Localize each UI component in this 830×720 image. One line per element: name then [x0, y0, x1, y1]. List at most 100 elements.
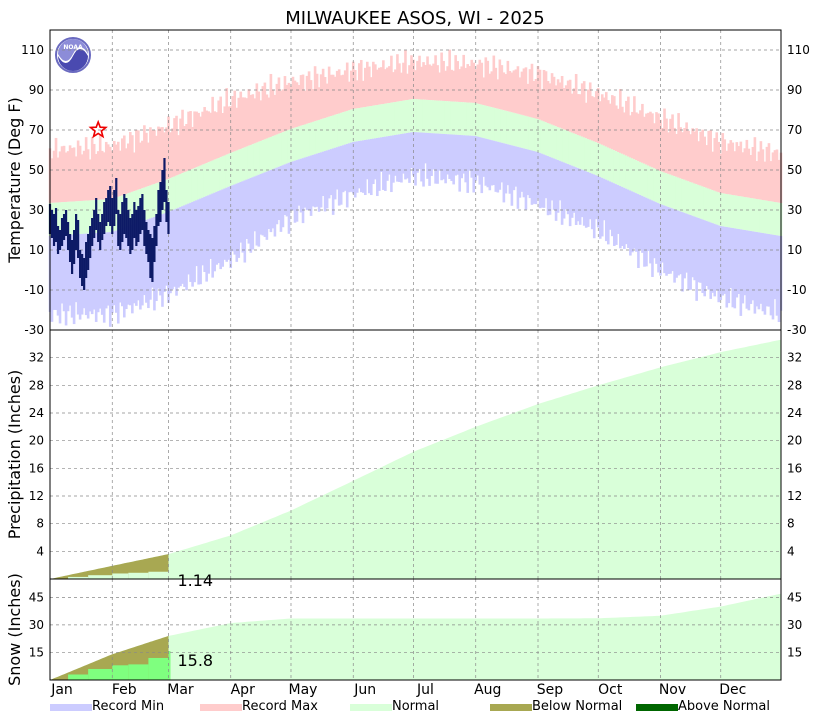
normal-bar — [235, 150, 239, 184]
normal-bar — [512, 112, 516, 146]
y-tick-label-right: 30 — [787, 618, 802, 632]
record-min-bar — [394, 135, 397, 176]
record-min-bar — [761, 233, 765, 312]
normal-bar — [653, 168, 656, 202]
normal-bar — [345, 110, 349, 144]
record-max-bar — [151, 130, 154, 185]
record-max-bar — [524, 67, 528, 116]
record-min-bar — [677, 210, 680, 276]
record-min-bar — [58, 235, 62, 324]
record-max-bar — [613, 96, 616, 151]
normal-bar — [195, 167, 198, 201]
record-min-bar — [181, 206, 184, 284]
record-max-bar — [530, 63, 534, 118]
record-max-bar — [725, 150, 729, 194]
record-min-bar — [388, 136, 391, 175]
record-min-bar — [221, 189, 225, 267]
record-max-bar — [683, 128, 686, 180]
record-max-bar — [655, 112, 658, 170]
record-min-bar — [550, 157, 554, 201]
normal-bar — [568, 131, 572, 165]
record-min-bar — [693, 216, 696, 281]
normal-bar — [560, 128, 564, 162]
record-max-bar — [711, 151, 715, 191]
normal-bar — [217, 158, 220, 192]
observed-temp-bar — [56, 226, 60, 254]
record-min-bar — [731, 228, 735, 308]
record-min-bar — [627, 189, 630, 249]
record-max-bar — [277, 77, 281, 134]
record-min-bar — [430, 133, 433, 176]
normal-bar — [305, 123, 309, 157]
record-min-bar — [749, 231, 753, 304]
normal-bar — [582, 137, 586, 171]
normal-bar — [613, 150, 616, 184]
record-min-bar — [402, 133, 405, 174]
record-max-bar — [257, 91, 261, 142]
record-max-bar — [279, 90, 283, 133]
record-max-bar — [229, 106, 233, 153]
normal-bar — [669, 174, 672, 208]
normal-bar — [185, 171, 188, 205]
record-min-bar — [520, 147, 524, 192]
normal-bar — [291, 128, 295, 162]
record-max-bar — [468, 66, 472, 103]
record-min-bar — [613, 183, 616, 246]
record-max-bar — [137, 130, 140, 190]
observed-temp-bar — [153, 226, 156, 262]
normal-bar — [400, 101, 403, 134]
record-max-bar — [691, 128, 694, 183]
record-max-bar — [574, 74, 578, 135]
record-min-bar — [470, 135, 474, 178]
record-min-bar — [229, 186, 233, 269]
record-max-bar — [703, 136, 706, 188]
record-max-bar — [631, 111, 634, 159]
record-min-bar — [777, 235, 781, 323]
record-max-bar — [355, 80, 359, 109]
normal-bar — [227, 153, 231, 187]
record-max-bar — [82, 150, 86, 201]
record-max-bar — [56, 157, 60, 203]
y-tick-label-right: 28 — [787, 378, 802, 392]
observed-temp-bar — [159, 182, 162, 222]
record-min-bar — [173, 209, 176, 287]
normal-bar — [386, 103, 389, 137]
record-min-bar — [428, 133, 431, 186]
normal-bar — [540, 120, 544, 154]
normal-bar — [155, 183, 158, 217]
record-max-bar — [448, 49, 451, 102]
record-min-bar — [460, 135, 463, 179]
record-max-bar — [211, 96, 214, 161]
normal-bar — [623, 154, 626, 188]
record-max-bar — [153, 130, 156, 184]
normal-bar — [394, 102, 397, 135]
y-tick-label-left: -30 — [24, 323, 44, 337]
record-max-bar — [723, 139, 727, 194]
record-max-bar — [763, 161, 767, 201]
normal-bar — [299, 125, 303, 159]
record-min-bar — [675, 209, 678, 278]
record-min-bar — [568, 164, 572, 227]
temperature-panel: -30 -30 -10 -10 10 10 30 30 50 50 70 70 90 90 110 110 Te… — [5, 29, 810, 337]
record-max-bar — [269, 73, 273, 137]
record-min-bar — [753, 231, 757, 314]
normal-bar — [259, 141, 263, 174]
normal-bar — [271, 136, 275, 170]
record-min-bar — [70, 234, 74, 318]
record-max-bar — [329, 74, 333, 117]
record-min-bar — [368, 139, 371, 194]
normal-bar — [434, 100, 437, 134]
record-max-bar — [446, 66, 449, 102]
record-max-bar — [223, 106, 227, 156]
normal-bar — [438, 100, 441, 134]
record-min-bar — [504, 143, 508, 194]
record-min-bar — [400, 134, 403, 183]
normal-bar — [556, 127, 560, 160]
record-min-bar — [462, 135, 465, 174]
y-tick-label-left: -10 — [24, 283, 44, 297]
observed-temp-bar — [167, 202, 170, 234]
normal-bar — [749, 198, 753, 231]
normal-bar — [388, 103, 391, 136]
record-max-bar — [68, 145, 72, 202]
record-max-bar — [249, 94, 253, 145]
